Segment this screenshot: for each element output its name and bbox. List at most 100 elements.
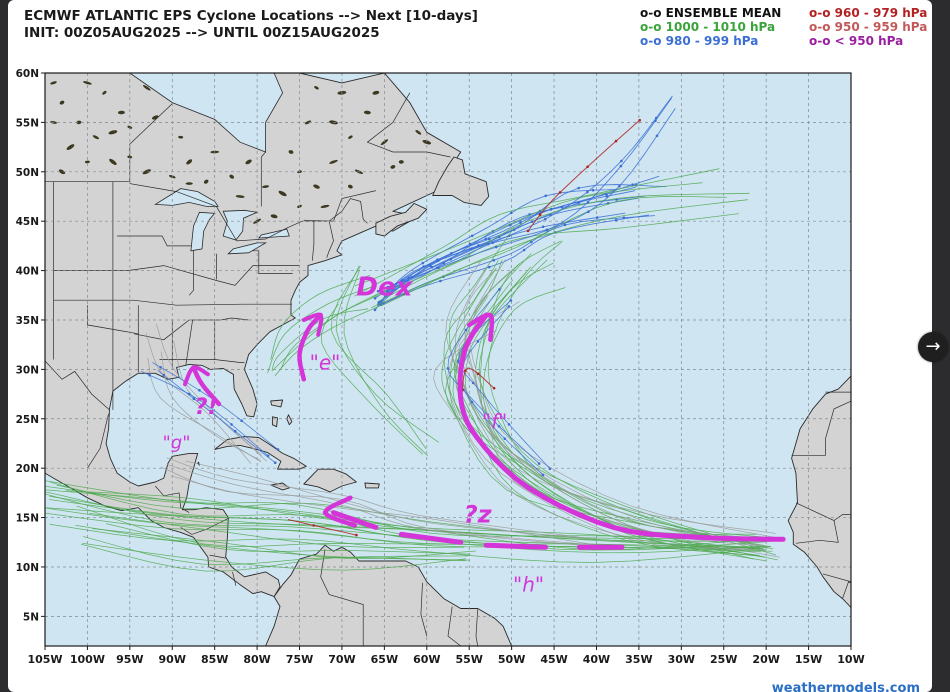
y-tick-label: 35N xyxy=(16,315,39,327)
x-tick-label: 25W xyxy=(710,653,737,666)
canada-province-2 xyxy=(260,151,266,207)
track-f-blue-point xyxy=(509,299,513,302)
track-dex-north-point xyxy=(386,285,390,289)
track-dex-north-point xyxy=(619,164,623,168)
track-dex-blue-point xyxy=(560,206,564,209)
track-dex-red-point xyxy=(538,213,542,216)
track-f-blue-point xyxy=(457,359,460,363)
track-dex-green xyxy=(371,195,727,308)
track-h-green xyxy=(49,495,761,554)
track-f-grey xyxy=(464,259,763,540)
track-h-south xyxy=(75,524,470,561)
x-tick-label: 105W xyxy=(27,653,62,666)
africa-land xyxy=(787,375,851,609)
track-dex-north-point xyxy=(487,242,490,246)
track-f-blue-point xyxy=(476,340,480,343)
y-tick-label: 30N xyxy=(16,364,39,376)
arrow-h-dash-3 xyxy=(398,531,464,545)
track-dex-blue-point xyxy=(541,225,545,229)
puerto-rico-land xyxy=(364,482,380,489)
track-dex-north-point xyxy=(544,217,547,221)
track-h-south xyxy=(92,528,476,559)
track-h-grey xyxy=(170,475,597,546)
track-dex-blue-point xyxy=(530,240,533,244)
africa-border-1 xyxy=(825,391,851,393)
track-g-grey xyxy=(156,323,263,456)
track-f-red-point xyxy=(464,369,467,373)
track-f-blue-point xyxy=(498,288,501,291)
north-america-land xyxy=(45,73,462,598)
track-dex-blue-point xyxy=(622,216,626,219)
suriname-fg xyxy=(475,609,479,646)
cuba-land xyxy=(214,436,307,470)
track-g-blue-point xyxy=(273,461,277,465)
track-f-blue-point xyxy=(507,423,511,426)
track-dex-north-point xyxy=(655,134,659,138)
storm-tracks xyxy=(45,95,781,572)
watermark: weathermodels.com xyxy=(771,681,920,692)
track-g-blue-point xyxy=(233,429,237,433)
y-tick-label: 15N xyxy=(16,513,39,525)
y-tick-label: 50N xyxy=(16,167,39,179)
track-dex-north-point xyxy=(654,119,657,123)
track-g-blue-point xyxy=(266,454,270,458)
track-atl-green xyxy=(330,265,427,450)
x-tick-label: 50W xyxy=(498,653,525,666)
annotation-label: ?z xyxy=(464,501,493,529)
arrow-e xyxy=(297,312,323,382)
x-tick-label: 40W xyxy=(583,653,610,666)
us-canada-border xyxy=(45,181,368,242)
lake-michigan xyxy=(190,211,216,252)
track-dex-blue-point xyxy=(373,308,377,312)
track-e xyxy=(271,295,379,372)
labrador-line xyxy=(366,92,451,158)
track-e xyxy=(270,275,371,360)
track-g-blue-point xyxy=(198,389,201,392)
track-dex-blue-point xyxy=(563,223,567,227)
chart-title: ECMWF ATLANTIC EPS Cyclone Locations -->… xyxy=(24,8,478,24)
africa-border-4 xyxy=(833,513,851,521)
annotation-label: "f" xyxy=(482,410,507,434)
track-g-blue-point xyxy=(192,397,196,401)
track-h-green xyxy=(45,512,761,553)
x-tick-label: 10W xyxy=(837,653,864,666)
y-tick-label: 45N xyxy=(16,216,39,228)
track-dex-red-point xyxy=(614,139,618,143)
track-f-blue-point xyxy=(497,424,501,428)
greenland-land xyxy=(468,73,556,74)
track-f-blue-point xyxy=(446,367,450,370)
track-h-red-point xyxy=(312,524,315,527)
newfoundland-land xyxy=(432,156,490,206)
track-dex-blue-point xyxy=(544,194,547,198)
x-tick-label: 45W xyxy=(540,653,567,666)
track-dex-red-point xyxy=(638,118,641,122)
track-f-red-point xyxy=(476,372,480,376)
state-lines-4 xyxy=(53,299,292,306)
next-image-button[interactable]: → xyxy=(918,332,948,362)
track-dex-north-point xyxy=(545,228,549,232)
track-h-green xyxy=(49,523,765,563)
africa-border-2 xyxy=(791,400,851,456)
x-tick-label: 65W xyxy=(371,653,398,666)
arrow-g xyxy=(191,365,222,407)
x-tick-label: 80W xyxy=(243,653,270,666)
track-dex-blue-point xyxy=(614,218,618,222)
track-dex-blue-point xyxy=(577,201,580,205)
track-dex-north-point xyxy=(620,159,623,163)
x-tick-label: 15W xyxy=(795,653,822,666)
track-dex-north xyxy=(387,97,673,288)
track-dex-blue-point xyxy=(439,279,442,283)
track-dex-blue-point xyxy=(442,261,446,265)
track-f-blue-point xyxy=(537,462,541,465)
arrow-e-head xyxy=(301,312,324,337)
arrow-f-head xyxy=(466,312,495,342)
legend-col-1: o-o ENSEMBLE MEAN o-o 1000 - 1010 hPa o-… xyxy=(640,6,781,48)
central-america-borders xyxy=(155,485,190,513)
track-f-blue xyxy=(457,300,551,470)
track-f-blue-point xyxy=(548,467,552,471)
track-h-grey xyxy=(185,460,598,540)
legend-entry: o-o 980 - 999 hPa xyxy=(640,34,759,48)
guyana-suriname xyxy=(447,606,461,646)
x-tick-label: 75W xyxy=(286,653,313,666)
track-h-red-point xyxy=(355,533,358,537)
